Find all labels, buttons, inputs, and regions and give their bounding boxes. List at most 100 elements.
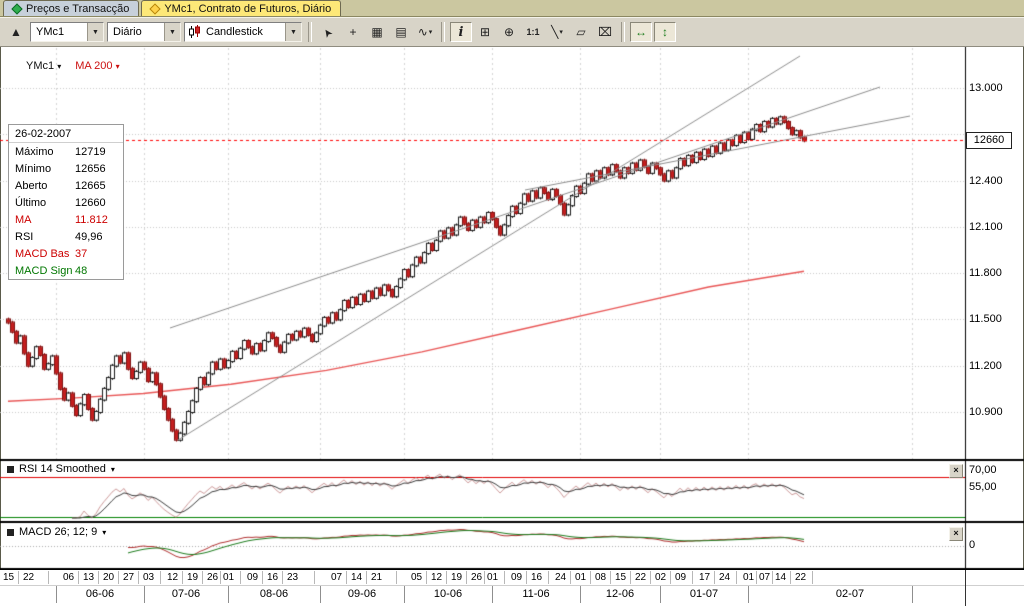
toolbar-separator [441,22,445,42]
date-axis-day-label: 23 [287,572,299,583]
tab-label: Preços e Transacção [26,2,130,15]
date-axis-tick [220,571,221,584]
zoom-one-to-one-button[interactable]: 1:1 [522,22,544,42]
date-axis-day-label: 03 [143,572,155,583]
legend-symbol-label: YMc1 [26,60,55,72]
date-axis-tick [610,571,611,584]
legend-symbol[interactable]: YMc1 ▾ [26,60,61,72]
symbol-combo[interactable]: YMc1 ▼ [30,22,104,42]
data-window-date: 26-02-2007 [9,125,123,143]
date-axis-day-label: 17 [699,572,711,583]
indicator-wave-button[interactable]: ∿ ▾ [414,22,436,42]
fit-vertical-button[interactable]: ↕ [654,22,676,42]
data-window-row-value: 48 [75,264,88,277]
rsi-close-button[interactable]: × [949,464,963,478]
chevron-down-icon[interactable]: ▼ [164,23,180,41]
data-window-row-label: Aberto [15,179,48,192]
data-window-toggle-button[interactable]: i [450,22,472,42]
date-axis-day-label: 09 [247,572,259,583]
date-axis-month-tick [492,586,493,603]
date-axis-tick [346,571,347,584]
data-window-rows: Máximo 12719 Mínimo 12656 Aberto 12665 Último 1… [9,143,123,279]
date-axis-day-label: 22 [795,572,807,583]
date-axis-tick [772,571,773,584]
chart-grid-button[interactable]: ▤ [390,22,412,42]
symbol-combo-value: YMc1 [36,26,65,38]
tab-diamond-icon [11,2,23,15]
eraser-tool-button[interactable]: ▱ [570,22,592,42]
data-window-row-value: 12660 [75,196,106,209]
legend-ma200-label: MA 200 [75,60,113,72]
date-axis-day-label: 06 [63,572,75,583]
date-axis-month-tick [660,586,661,603]
grid-toggle-button[interactable]: ▦ [366,22,388,42]
chevron-down-icon[interactable]: ▼ [87,23,103,41]
macd-close-button[interactable]: × [949,527,963,541]
crosshair-tool-button[interactable]: + [342,22,364,42]
date-axis-month-label: 10-06 [433,588,463,600]
zoom-in-icon: ⊕ [503,25,515,39]
data-window-row-value: 49,96 [75,230,103,243]
data-window-row: MACD Sign 48 [9,262,123,279]
data-window-row-value: 11.812 [75,213,108,226]
chart-style-combo[interactable]: Candlestick ▼ [184,22,302,42]
date-axis-tick [670,571,671,584]
toolbar-separator [621,22,625,42]
trendline-tool-button[interactable]: ╲ ▾ [546,22,568,42]
date-axis-day-label: 15 [3,572,15,583]
date-axis-tick [262,571,263,584]
date-axis-month-label: 08-06 [259,588,289,600]
delete-drawing-icon: ⌧ [598,25,612,39]
series-marker-icon [7,465,14,473]
chevron-down-icon: ▾ [115,62,120,71]
date-axis-day-label: 24 [555,572,567,583]
zoom-area-button[interactable]: ⊞ [474,22,496,42]
data-window-row: Último 12660 [9,194,123,211]
legend-ma200[interactable]: MA 200 ▾ [75,60,119,72]
rsi-panel-title[interactable]: RSI 14 Smoothed ▾ [7,463,115,475]
date-axis-tick [466,571,467,584]
date-axis-day-label: 14 [775,572,787,583]
date-axis-month-tick [228,586,229,603]
data-window-row-label: MA [15,213,32,226]
date-axis-tick [426,571,427,584]
macd-panel-title[interactable]: MACD 26; 12; 9 ▾ [7,526,106,538]
delete-drawing-button[interactable]: ⌧ [594,22,616,42]
zoom-area-icon: ⊞ [479,25,491,39]
period-combo[interactable]: Diário ▼ [107,22,181,42]
tab-precos-e-transaccao[interactable]: Preços e Transacção [3,0,140,16]
fit-vertical-icon: ↕ [662,25,668,39]
date-axis: 15 22 06 13 20 27 03 12 19 26 01 09 16 23 07 14 21 05 12 19… [0,570,1024,606]
date-axis-day-label: 01 [743,572,755,583]
collapse-button[interactable]: ▲ [5,22,27,42]
zoom-in-button[interactable]: ⊕ [498,22,520,42]
chevron-down-icon[interactable]: ▼ [285,23,301,41]
tab-diamond-icon [149,2,162,15]
date-axis-day-label: 19 [451,572,463,583]
date-axis-tick [812,571,813,584]
macd-zero-label: 0 [969,539,976,551]
date-axis-day-label: 12 [431,572,443,583]
tab-ymc1-futuros[interactable]: YMc1, Contrato de Futuros, Diário [141,0,342,16]
chart-style-value: Candlestick [206,26,263,38]
chart-canvas[interactable] [0,47,1024,571]
date-axis-day-label: 15 [615,572,627,583]
date-axis-month-tick [912,586,913,603]
date-axis-day-label: 22 [23,572,35,583]
data-window-row: Aberto 12665 [9,177,123,194]
fit-horizontal-button[interactable]: ↔ [630,22,652,42]
date-axis-tick [240,571,241,584]
date-axis-tick [504,571,505,584]
date-axis-tick [282,571,283,584]
data-window-row: RSI 49,96 [9,228,123,245]
grid-toggle-icon: ▦ [371,25,383,39]
date-axis-month-label: 06-06 [85,588,115,600]
date-axis-tick [570,571,571,584]
pointer-tool-button[interactable]: ➤ [318,22,340,42]
price-axis-label: 11.200 [969,360,1002,372]
date-axis-day-label: 07 [331,572,343,583]
data-window-row: Mínimo 12656 [9,160,123,177]
date-axis-day-label: 07 [759,572,771,583]
chevron-down-icon: ▾ [102,527,107,537]
date-axis-month-tick [404,586,405,603]
